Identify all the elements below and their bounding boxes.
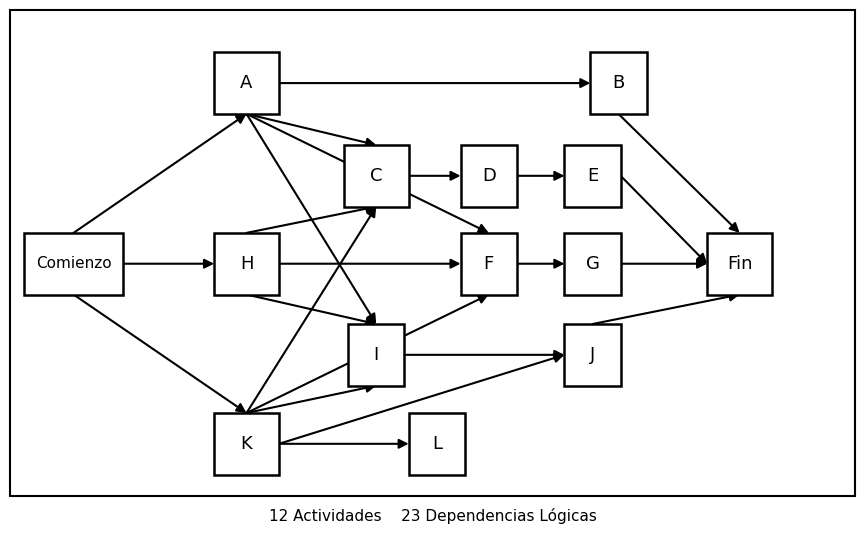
Text: Comienzo: Comienzo (35, 256, 112, 271)
Bar (215, 413, 279, 475)
Bar (24, 233, 124, 295)
Bar (708, 233, 772, 295)
Text: Fin: Fin (727, 255, 753, 273)
Text: D: D (482, 167, 496, 185)
Text: 12 Actividades    23 Dependencias Lógicas: 12 Actividades 23 Dependencias Lógicas (268, 508, 597, 524)
Text: H: H (240, 255, 253, 273)
Bar (348, 324, 405, 386)
Bar (565, 233, 620, 295)
Bar (460, 233, 516, 295)
Text: C: C (370, 167, 382, 185)
Bar (590, 53, 647, 114)
Bar (215, 233, 279, 295)
Text: F: F (484, 255, 494, 273)
Text: J: J (590, 346, 595, 364)
Bar (460, 145, 516, 206)
Bar (565, 324, 620, 386)
Text: B: B (612, 74, 625, 92)
Text: G: G (586, 255, 599, 273)
Text: E: E (586, 167, 599, 185)
Bar (215, 53, 279, 114)
Bar (565, 145, 620, 206)
Text: A: A (240, 74, 253, 92)
Bar (409, 413, 465, 475)
Text: L: L (432, 435, 442, 453)
Text: K: K (240, 435, 253, 453)
Bar (344, 145, 409, 206)
Text: I: I (374, 346, 379, 364)
